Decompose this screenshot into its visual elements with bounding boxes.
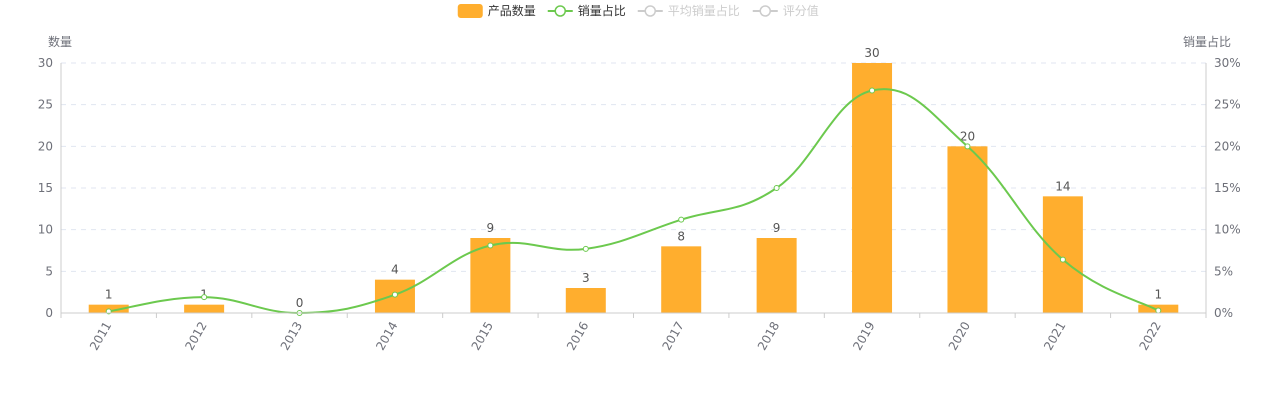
bar-value-label: 9	[487, 221, 495, 235]
bar-value-label: 9	[773, 221, 781, 235]
legend-item: 销量占比	[547, 3, 626, 18]
x-axis: 2011 2012 2013 2014 2015 2016 2017 2018 2019 2020…	[60, 312, 1207, 353]
line-point	[391, 291, 398, 298]
y-left-axis-title: 数量	[48, 34, 72, 49]
x-tick-label: 2014	[373, 319, 400, 352]
legend-item: 平均销量占比	[637, 3, 740, 18]
axis-titles: 数量 销量占比	[48, 34, 1231, 49]
x-tick-label: 2012	[182, 319, 209, 352]
line-point	[773, 185, 780, 191]
bar-value-label: 20	[960, 129, 975, 143]
legend-swatch	[457, 4, 483, 18]
bar-value-label: 3	[582, 271, 590, 285]
bar-value-label: 0	[296, 296, 304, 310]
y-left-tick-label: 15	[38, 181, 53, 195]
legend: 产品数量 销量占比 平均销量占比 评分值	[457, 3, 819, 18]
x-tick-label: 2021	[1041, 319, 1068, 352]
line-point	[582, 245, 589, 252]
line-point	[1059, 256, 1066, 263]
line-point	[487, 242, 494, 249]
bar-value-label: 1	[105, 288, 113, 302]
y-right-axis-title: 销量占比	[1183, 34, 1231, 49]
y-right-tick-label: 5%	[1214, 264, 1233, 278]
bar-value-label: 4	[391, 263, 399, 277]
line-point	[201, 294, 208, 301]
x-tick-label: 2017	[659, 319, 686, 352]
legend-item: 产品数量	[457, 3, 536, 18]
y-left-tick-label: 10	[38, 223, 53, 237]
y-right-tick-label: 25%	[1214, 98, 1241, 112]
y-left-axis: 0 5 10 15 20 25 30	[38, 56, 62, 320]
x-tick-label: 2011	[87, 319, 114, 352]
bar	[661, 246, 702, 313]
y-right-tick-label: 20%	[1214, 139, 1241, 153]
bar	[565, 288, 606, 313]
line-path	[108, 88, 1159, 315]
legend-label: 平均销量占比	[668, 3, 740, 18]
bar-value-label: 14	[1055, 179, 1070, 193]
y-left-tick-label: 5	[45, 264, 53, 278]
bar	[184, 304, 225, 313]
legend-label: 销量占比	[578, 3, 626, 18]
bar-value-label: 30	[864, 46, 879, 60]
line-series	[105, 87, 1162, 316]
y-right-axis: 0% 5% 10% 15% 20% 25% 30%	[1205, 56, 1241, 320]
legend-label: 评分值	[783, 3, 819, 18]
bar	[947, 146, 988, 313]
x-tick-label: 2015	[469, 319, 496, 352]
line-point	[678, 216, 685, 223]
y-right-tick-label: 10%	[1214, 223, 1241, 237]
legend-swatch-marker	[759, 5, 771, 17]
y-right-tick-label: 30%	[1214, 56, 1241, 70]
line-point	[1155, 307, 1162, 314]
x-tick-label: 2020	[946, 319, 973, 352]
bar-value-labels: 110493893020141	[105, 46, 1162, 310]
legend-label: 产品数量	[488, 3, 536, 18]
y-left-tick-label: 30	[38, 56, 53, 70]
y-left-tick-label: 0	[45, 306, 53, 320]
x-tick-label: 2018	[755, 319, 782, 352]
x-tick-label: 2022	[1137, 319, 1164, 352]
y-right-tick-label: 15%	[1214, 181, 1241, 195]
bar-value-label: 8	[677, 229, 685, 243]
y-left-tick-label: 20	[38, 139, 53, 153]
line-point	[964, 143, 971, 150]
legend-swatch-marker	[554, 5, 566, 17]
y-left-tick-label: 25	[38, 98, 53, 112]
y-right-tick-label: 0%	[1214, 306, 1233, 320]
legend-item: 评分值	[752, 3, 819, 18]
x-tick-label: 2019	[850, 319, 877, 352]
legend-swatch-marker	[644, 5, 656, 17]
bar-value-label: 1	[1154, 288, 1162, 302]
gridlines	[61, 62, 1206, 272]
x-tick-label: 2013	[278, 319, 305, 352]
x-tick-label: 2016	[564, 319, 591, 352]
bar	[1042, 196, 1083, 313]
bar	[756, 238, 797, 313]
line-point	[869, 87, 876, 94]
bar	[852, 63, 893, 313]
